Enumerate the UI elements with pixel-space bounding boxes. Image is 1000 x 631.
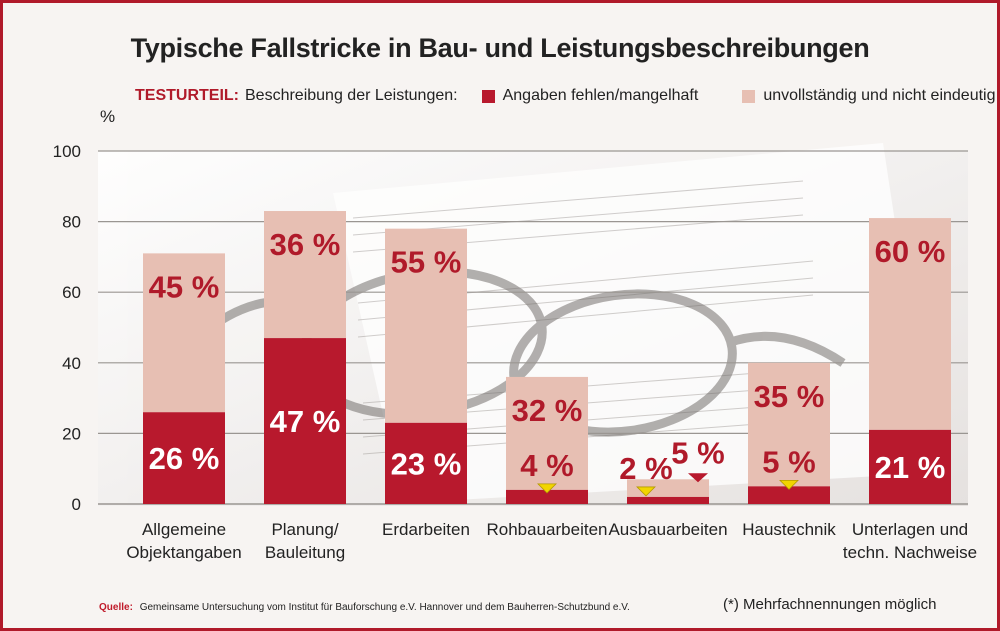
bar-segment-unvollstaendig [748,362,830,487]
source-text: Gemeinsame Untersuchung vom Institut für… [139,602,630,613]
legend-swatch-light [742,89,756,103]
plot-area: 0 20 40 60 80 100 45 % 26 % 36 % 47 % 55 % 23 % 32 … [53,107,977,562]
bar-segment-unvollstaendig [143,253,225,413]
x-category-label: Allgemeine [142,520,226,539]
legend-series-2: unvollständig und nicht eindeutig [763,87,996,104]
source-note: Quelle: Gemeinsame Untersuchung vom Inst… [99,602,630,613]
x-category-label: Unterlagen und [852,520,968,539]
marker-angaben-fehlen [537,483,557,494]
source-label: Quelle: [99,602,133,613]
data-label-unvollstaendig: 5 % [671,435,724,470]
grid-layer: 0 20 40 60 80 100 [53,142,968,514]
y-tick-label: 40 [62,354,81,373]
x-category-label: Planung/ [271,520,338,539]
legend-series-1: Angaben fehlen/mangelhaft [502,87,699,104]
bar-segment-unvollstaendig [506,376,588,490]
data-labels-layer: 45 %26 %36 %47 %55 %23 %32 %4 % 2 %5 %35 … [149,227,946,497]
data-label-unvollstaendig: 60 % [875,234,946,269]
data-label-angaben-fehlen: 5 % [762,444,815,479]
bar-segment-angaben-fehlen [506,489,588,504]
bar-segment-angaben-fehlen [143,412,225,504]
bar-segment-unvollstaendig [385,228,467,423]
y-tick-label: 60 [62,283,81,302]
data-label-angaben-fehlen: 4 % [520,448,573,483]
y-tick-label: 20 [62,424,81,443]
y-tick-label: 100 [53,142,81,161]
data-label-unvollstaendig: 55 % [391,245,462,280]
x-category-label: Bauleitung [265,543,345,562]
data-label-unvollstaendig: 35 % [754,379,825,414]
x-category-label: Objektangaben [126,543,241,562]
chart-title: Typische Fallstricke in Bau- und Leistun… [130,33,870,63]
marker-unvollstaendig [688,473,708,483]
bar-segment-unvollstaendig [869,218,951,430]
bars-layer [143,211,951,504]
bar-segment-angaben-fehlen [627,496,709,504]
bar-segment-angaben-fehlen [869,429,951,504]
data-label-angaben-fehlen: 23 % [391,446,462,481]
data-label-unvollstaendig: 36 % [270,227,341,262]
bar-segment-angaben-fehlen [748,486,830,504]
y-tick-label: 80 [62,213,81,232]
x-axis-labels: Allgemeine Objektangaben Planung/Bauleitun… [126,520,977,562]
marker-angaben-fehlen [779,479,799,490]
x-category-label: Ausbauarbeiten [608,520,727,539]
data-label-angaben-fehlen: 2 % [619,451,672,486]
x-category-label: Rohbauarbeiten [487,520,608,539]
footnote: (*) Mehrfachnennungen möglich [723,596,937,613]
data-label-unvollstaendig: 32 % [512,393,583,428]
legend-swatch-dark [481,89,495,103]
data-label-angaben-fehlen: 47 % [270,404,341,439]
data-label-angaben-fehlen: 26 % [149,441,220,476]
data-label-angaben-fehlen: 21 % [875,450,946,485]
marker-angaben-fehlen [636,486,656,497]
legend-label: TESTURTEIL: [135,87,239,104]
x-category-label: Haustechnik [742,520,836,539]
bar-segment-angaben-fehlen [385,422,467,504]
legend: TESTURTEIL: Beschreibung der Leistungen:… [135,87,995,105]
x-category-label: Erdarbeiten [382,520,470,539]
bar-segment-unvollstaendig [264,211,346,339]
bar-segment-angaben-fehlen [264,338,346,504]
y-axis-unit: % [100,107,115,126]
data-label-unvollstaendig: 45 % [149,269,220,304]
x-category-label: techn. Nachweise [843,543,977,562]
legend-intro: Beschreibung der Leistungen: [245,87,458,104]
y-tick-label: 0 [72,495,81,514]
